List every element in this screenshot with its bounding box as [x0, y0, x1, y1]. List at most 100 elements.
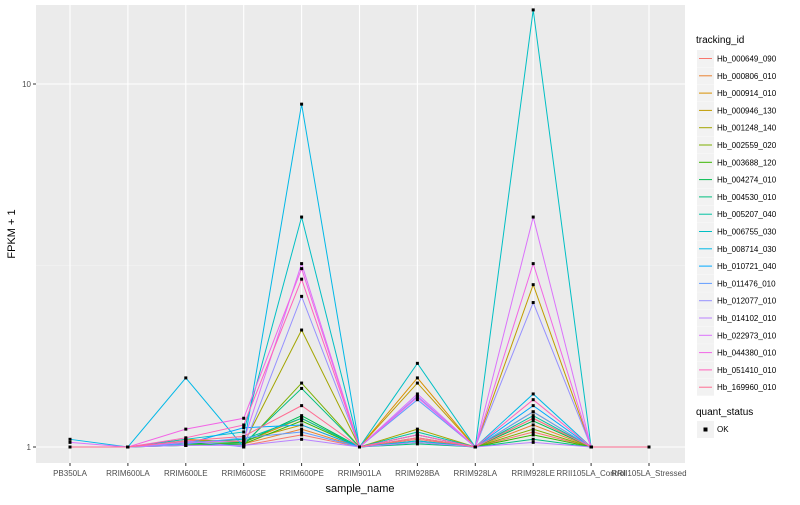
- data-point: [415, 427, 419, 431]
- data-point: [242, 416, 246, 420]
- data-point: [415, 398, 419, 402]
- x-tick-label: RRIM928LA: [454, 469, 498, 478]
- data-point: [358, 445, 361, 449]
- legend-label: Hb_011476_010: [717, 279, 776, 288]
- data-point: [531, 283, 535, 287]
- data-point: [300, 414, 304, 418]
- data-point: [415, 381, 419, 385]
- data-point: [531, 398, 535, 402]
- data-point: [242, 430, 246, 434]
- y-tick-label: 10: [22, 80, 31, 89]
- legend-item: Hb_051410_010: [697, 361, 777, 379]
- x-tick-label: RRIM600SE: [221, 469, 265, 478]
- legend-item: Hb_000946_130: [697, 101, 777, 119]
- data-point: [415, 392, 419, 396]
- x-tick-label: RRII105LA_Stressed: [611, 469, 686, 478]
- legend-status-point: [703, 427, 708, 432]
- data-point: [415, 361, 419, 365]
- legend-item: Hb_003688_120: [697, 153, 777, 171]
- y-tick-label: 1: [27, 443, 32, 452]
- data-point: [531, 404, 535, 408]
- legend-label: Hb_008714_030: [717, 245, 777, 254]
- x-tick-label: PB350LA: [53, 469, 87, 478]
- data-point: [473, 445, 477, 449]
- data-point: [300, 430, 304, 434]
- data-point: [242, 440, 246, 444]
- data-point: [300, 215, 304, 219]
- x-tick-label: RRII105LA_Control: [556, 469, 626, 478]
- legend-label: Hb_004274_010: [717, 176, 777, 185]
- legend-item: Hb_012077_010: [697, 292, 777, 310]
- legend-item: Hb_022973_010: [697, 326, 777, 344]
- data-point: [415, 440, 419, 444]
- legend: tracking_id Hb_000649_090Hb_000806_010Hb…: [696, 35, 777, 438]
- data-point: [415, 439, 419, 443]
- data-point: [300, 433, 304, 437]
- legend-item: Hb_004530_010: [697, 188, 777, 206]
- legend-label: Hb_002559_020: [717, 141, 777, 150]
- x-tick-label: RRIM600PE: [279, 469, 323, 478]
- legend-item: Hb_000914_010: [697, 84, 777, 102]
- x-tick-label: RRIM600LA: [106, 469, 150, 478]
- data-point: [300, 437, 304, 441]
- data-point: [531, 414, 535, 418]
- data-point: [589, 445, 593, 449]
- x-axis-title: sample_name: [325, 483, 394, 495]
- legend-label: Hb_003688_120: [717, 158, 777, 167]
- data-point: [415, 376, 419, 380]
- data-point: [415, 395, 419, 399]
- legend-label: Hb_022973_010: [717, 331, 777, 340]
- legend-label: Hb_001248_140: [717, 124, 777, 133]
- data-point: [68, 440, 72, 444]
- data-point: [647, 445, 651, 449]
- major-gridlines: [36, 5, 685, 463]
- legend-label: Hb_014102_010: [717, 314, 777, 323]
- data-point: [531, 419, 535, 423]
- data-point: [300, 102, 304, 106]
- x-tick-label: RRIM928BA: [395, 469, 440, 478]
- data-point: [68, 445, 72, 449]
- legend-label: Hb_000806_010: [717, 72, 777, 81]
- data-point: [531, 427, 535, 431]
- legend-label: Hb_006755_030: [717, 228, 777, 237]
- legend-item: Hb_001248_140: [697, 119, 777, 137]
- y-axis-ticks: 1 10: [22, 80, 36, 452]
- data-point: [242, 445, 246, 449]
- data-point: [68, 437, 72, 441]
- data-point: [531, 430, 535, 434]
- data-point: [300, 262, 304, 266]
- legend-label: Hb_051410_010: [717, 366, 777, 375]
- legend-label: Hb_044380_010: [717, 349, 777, 358]
- legend-item: Hb_000806_010: [697, 67, 777, 85]
- legend-item: Hb_044380_010: [697, 344, 777, 362]
- legend-label: Hb_169960_010: [717, 383, 777, 392]
- data-point: [300, 294, 304, 298]
- data-point: [531, 433, 535, 437]
- data-point: [531, 416, 535, 420]
- data-point: [184, 443, 188, 447]
- legend-item: Hb_014102_010: [697, 309, 777, 327]
- data-point: [126, 445, 130, 449]
- legend-status-title: quant_status: [696, 407, 753, 418]
- data-point: [184, 376, 188, 380]
- data-point: [300, 416, 304, 420]
- data-point: [242, 442, 246, 446]
- x-tick-label: RRIM928LE: [511, 469, 555, 478]
- data-point: [300, 277, 304, 281]
- data-point: [531, 262, 535, 266]
- data-point: [531, 301, 535, 305]
- legend-item: Hb_006755_030: [697, 223, 777, 240]
- legend-item: Hb_008714_030: [697, 240, 777, 258]
- data-point: [531, 215, 535, 219]
- legend-item: Hb_004274_010: [697, 171, 777, 189]
- legend-label: Hb_004530_010: [717, 193, 777, 202]
- legend-title: tracking_id: [696, 35, 744, 46]
- data-point: [242, 423, 246, 427]
- data-point: [531, 423, 535, 427]
- data-point: [242, 426, 246, 430]
- data-point: [531, 8, 535, 12]
- legend-item: Hb_010721_040: [697, 257, 777, 275]
- legend-item: Hb_169960_010: [697, 378, 777, 396]
